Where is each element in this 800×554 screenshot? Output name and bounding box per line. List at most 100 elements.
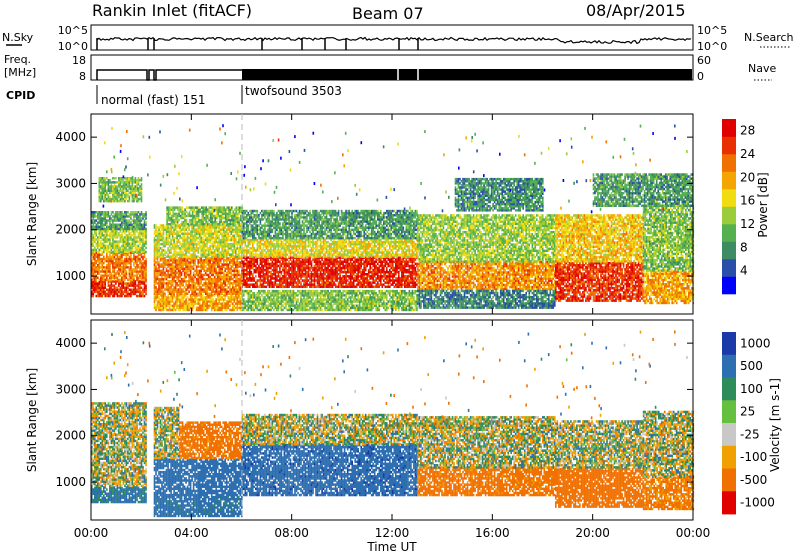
heatmap-cell [136,236,138,238]
heatmap-cell [226,272,228,274]
heatmap-cell [175,280,177,282]
heatmap-cell [172,253,174,255]
heatmap-cell [109,215,111,217]
heatmap-cell [118,190,120,192]
heatmap-cell [170,255,172,257]
heatmap-cell [181,243,183,245]
heatmap-cell [231,243,233,245]
heatmap-cell [212,278,214,280]
heatmap-cell [97,221,99,223]
heatmap-cell [115,258,117,260]
heatmap-cell [238,307,240,309]
heatmap-cell [327,256,329,258]
heatmap-cell [118,295,120,297]
heatmap-cell [324,281,326,283]
heatmap-cell [182,251,184,253]
heatmap-cell [190,253,192,255]
heatmap-cell [224,263,226,265]
heatmap-cell [339,256,341,258]
heatmap-cell [103,256,105,258]
heatmap-cell [217,230,219,232]
heatmap-cell [179,280,181,282]
heatmap-cell [109,179,111,181]
heatmap-cell [163,249,165,251]
heatmap-cell [178,257,180,259]
heatmap-cell [276,283,278,285]
heatmap-cell [115,181,117,183]
heatmap-cell [234,286,236,288]
heatmap-cell [187,284,189,286]
heatmap-cell [190,206,192,208]
heatmap-cell [157,268,159,270]
heatmap-cell [199,298,201,300]
heatmap-cell [252,283,254,285]
heatmap-cell [312,273,314,275]
heatmap-cell [351,263,353,265]
heatmap-cell [126,211,128,213]
heatmap-cell [219,215,221,217]
heatmap-cell [202,237,204,239]
heatmap-cell [312,258,314,260]
heatmap-cell [336,286,338,288]
heatmap-cell [240,261,242,263]
nsky-tick-low: 10^0 [58,40,88,53]
heatmap-cell [287,277,289,279]
heatmap-cell [211,243,213,245]
heatmap-cell [135,211,137,213]
heatmap-cell [309,273,311,275]
heatmap-cell [100,270,102,272]
heatmap-cell [206,253,208,255]
heatmap-cell [228,223,230,225]
heatmap-cell [347,283,349,285]
heatmap-cell [178,219,180,221]
heatmap-cell [223,294,225,296]
heatmap-cell [117,240,119,242]
heatmap-cell [312,283,314,285]
heatmap-cell [338,256,340,258]
heatmap-cell [232,235,234,237]
heatmap-cell [269,271,271,273]
heatmap-cell [136,245,138,247]
heatmap-cell [254,256,256,258]
heatmap-cell [139,213,141,215]
heatmap-cell [293,256,295,258]
heatmap-cell [129,230,131,232]
heatmap-cell [185,280,187,282]
freq-tick-low: 8 [79,70,86,83]
heatmap-cell [212,233,214,235]
heatmap-cell [178,284,180,286]
heatmap-cell [221,276,223,278]
heatmap-cell [344,286,346,288]
heatmap-cell [100,211,102,213]
heatmap-cell [175,296,177,298]
heatmap-cell [240,223,242,225]
heatmap-cell [180,223,182,225]
heatmap-cell [288,281,290,283]
heatmap-cell [196,293,198,295]
heatmap-cell [99,243,101,245]
heatmap-cell [108,226,110,228]
heatmap-cell [199,219,201,221]
heatmap-cell [184,300,186,302]
heatmap-cell [235,274,237,276]
heatmap-cell [229,243,231,245]
heatmap-cell [238,278,240,280]
heatmap-cell [133,211,135,213]
heatmap-cell [188,261,190,263]
heatmap-cell [312,267,314,269]
heatmap-cell [167,247,169,249]
heatmap-cell [120,254,122,256]
heatmap-cell [226,228,228,230]
heatmap-cell [112,185,114,187]
heatmap-cell [164,293,166,295]
heatmap-cell [226,300,228,302]
heatmap-cell [181,221,183,223]
heatmap-cell [120,279,122,281]
heatmap-cell [120,228,122,230]
freq-label-1: Freq. [4,53,31,66]
heatmap-cell [240,206,242,208]
heatmap-cell [114,224,116,226]
heatmap-cell [315,279,317,281]
heatmap-cell [206,282,208,284]
heatmap-cell [108,279,110,281]
